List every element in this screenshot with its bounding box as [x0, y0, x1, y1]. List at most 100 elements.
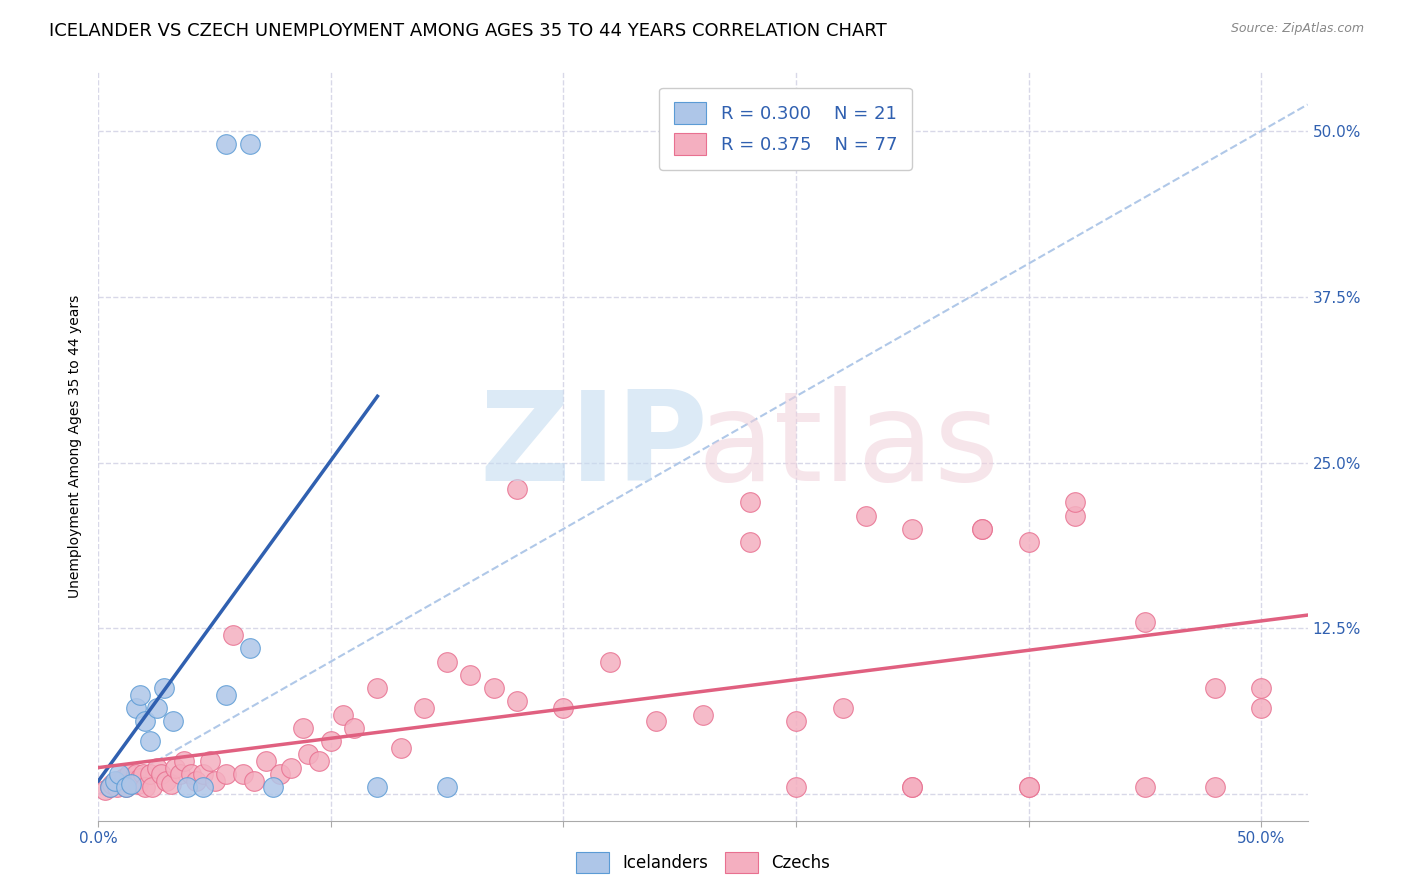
Point [150, 767, 173, 781]
Point [98, 780, 121, 795]
Legend: R = 0.300    N = 21, R = 0.375    N = 77: R = 0.300 N = 21, R = 0.375 N = 77 [659, 88, 911, 169]
Point [292, 721, 315, 735]
Point [280, 761, 302, 775]
Point [104, 773, 127, 788]
Point [436, 655, 458, 669]
Point [738, 535, 761, 549]
Point [553, 701, 575, 715]
Point [901, 780, 924, 795]
Point [108, 767, 131, 781]
Point [134, 780, 156, 795]
Point [269, 767, 291, 781]
Point [120, 776, 142, 790]
Point [127, 776, 149, 790]
Point [970, 522, 993, 536]
Point [1204, 681, 1226, 695]
Point [129, 688, 152, 702]
Point [308, 754, 330, 768]
Point [134, 714, 156, 728]
Point [436, 780, 458, 795]
Point [141, 780, 163, 795]
Point [506, 694, 529, 708]
Point [413, 701, 436, 715]
Point [122, 773, 145, 788]
Point [1250, 701, 1272, 715]
Point [180, 767, 202, 781]
Y-axis label: Unemployment Among Ages 35 to 44 years: Unemployment Among Ages 35 to 44 years [69, 294, 83, 598]
Point [124, 767, 146, 781]
Point [215, 688, 238, 702]
Point [239, 641, 262, 656]
Point [222, 628, 245, 642]
Point [124, 701, 146, 715]
Legend: Icelanders, Czechs: Icelanders, Czechs [569, 846, 837, 880]
Point [191, 767, 214, 781]
Point [191, 780, 214, 795]
Point [118, 767, 141, 781]
Text: Source: ZipAtlas.com: Source: ZipAtlas.com [1230, 22, 1364, 36]
Point [1250, 681, 1272, 695]
Point [138, 767, 160, 781]
Point [460, 667, 482, 681]
Point [165, 761, 187, 775]
Point [204, 773, 226, 788]
Point [738, 495, 761, 509]
Point [176, 780, 198, 795]
Point [1133, 780, 1156, 795]
Point [297, 747, 319, 762]
Point [785, 780, 807, 795]
Point [1133, 615, 1156, 629]
Text: ICELANDER VS CZECH UNEMPLOYMENT AMONG AGES 35 TO 44 YEARS CORRELATION CHART: ICELANDER VS CZECH UNEMPLOYMENT AMONG AG… [49, 22, 887, 40]
Point [120, 776, 142, 790]
Point [145, 761, 167, 775]
Point [239, 137, 262, 152]
Point [1064, 495, 1087, 509]
Point [366, 780, 388, 795]
Point [1064, 508, 1087, 523]
Point [319, 734, 342, 748]
Point [389, 740, 412, 755]
Point [198, 754, 221, 768]
Point [901, 522, 924, 536]
Point [108, 773, 131, 788]
Point [243, 773, 266, 788]
Text: atlas: atlas [697, 385, 1000, 507]
Point [232, 767, 254, 781]
Point [482, 681, 505, 695]
Point [111, 776, 134, 790]
Point [332, 707, 354, 722]
Point [785, 714, 807, 728]
Point [155, 773, 177, 788]
Point [855, 508, 877, 523]
Point [173, 754, 195, 768]
Point [145, 701, 167, 715]
Point [169, 767, 191, 781]
Point [138, 734, 160, 748]
Point [184, 773, 207, 788]
Point [366, 681, 388, 695]
Point [94, 783, 117, 797]
Point [159, 776, 181, 790]
Point [831, 701, 853, 715]
Point [98, 780, 121, 795]
Point [262, 780, 284, 795]
Point [115, 780, 138, 795]
Point [152, 681, 174, 695]
Point [343, 721, 366, 735]
Point [506, 482, 529, 496]
Point [692, 707, 714, 722]
Point [105, 780, 128, 795]
Point [645, 714, 668, 728]
Point [254, 754, 277, 768]
Point [115, 780, 138, 795]
Point [131, 767, 153, 781]
Point [215, 137, 238, 152]
Point [599, 655, 621, 669]
Point [1018, 780, 1040, 795]
Point [162, 714, 184, 728]
Point [112, 771, 135, 785]
Point [129, 771, 152, 785]
Point [1018, 780, 1040, 795]
Point [215, 767, 238, 781]
Point [1204, 780, 1226, 795]
